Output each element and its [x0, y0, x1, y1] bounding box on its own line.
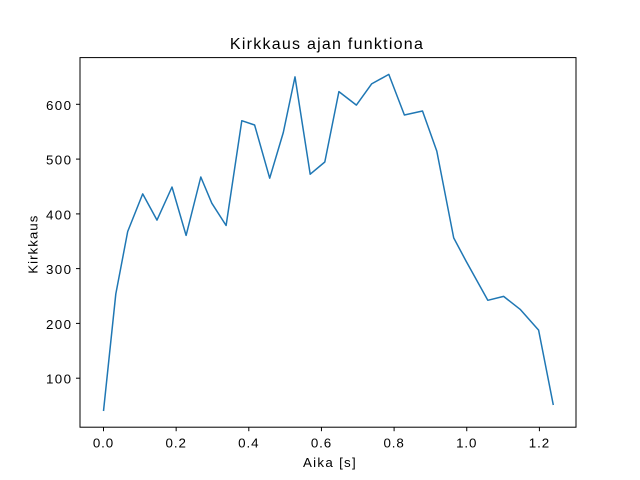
svg-text:200: 200	[46, 317, 72, 332]
svg-text:300: 300	[46, 262, 72, 277]
svg-text:0.0: 0.0	[93, 436, 114, 451]
svg-text:Kirkkaus ajan funktiona: Kirkkaus ajan funktiona	[230, 36, 424, 53]
svg-text:400: 400	[46, 207, 72, 222]
svg-text:0.8: 0.8	[383, 436, 404, 451]
svg-text:600: 600	[46, 98, 72, 113]
svg-text:0.6: 0.6	[311, 436, 332, 451]
svg-text:Aika [s]: Aika [s]	[303, 455, 357, 470]
svg-text:500: 500	[46, 153, 72, 168]
svg-text:0.2: 0.2	[166, 436, 187, 451]
svg-text:1.0: 1.0	[456, 436, 477, 451]
svg-text:0.4: 0.4	[238, 436, 259, 451]
svg-text:Kirkkaus: Kirkkaus	[25, 215, 40, 274]
svg-text:1.2: 1.2	[529, 436, 550, 451]
svg-text:100: 100	[46, 372, 72, 387]
